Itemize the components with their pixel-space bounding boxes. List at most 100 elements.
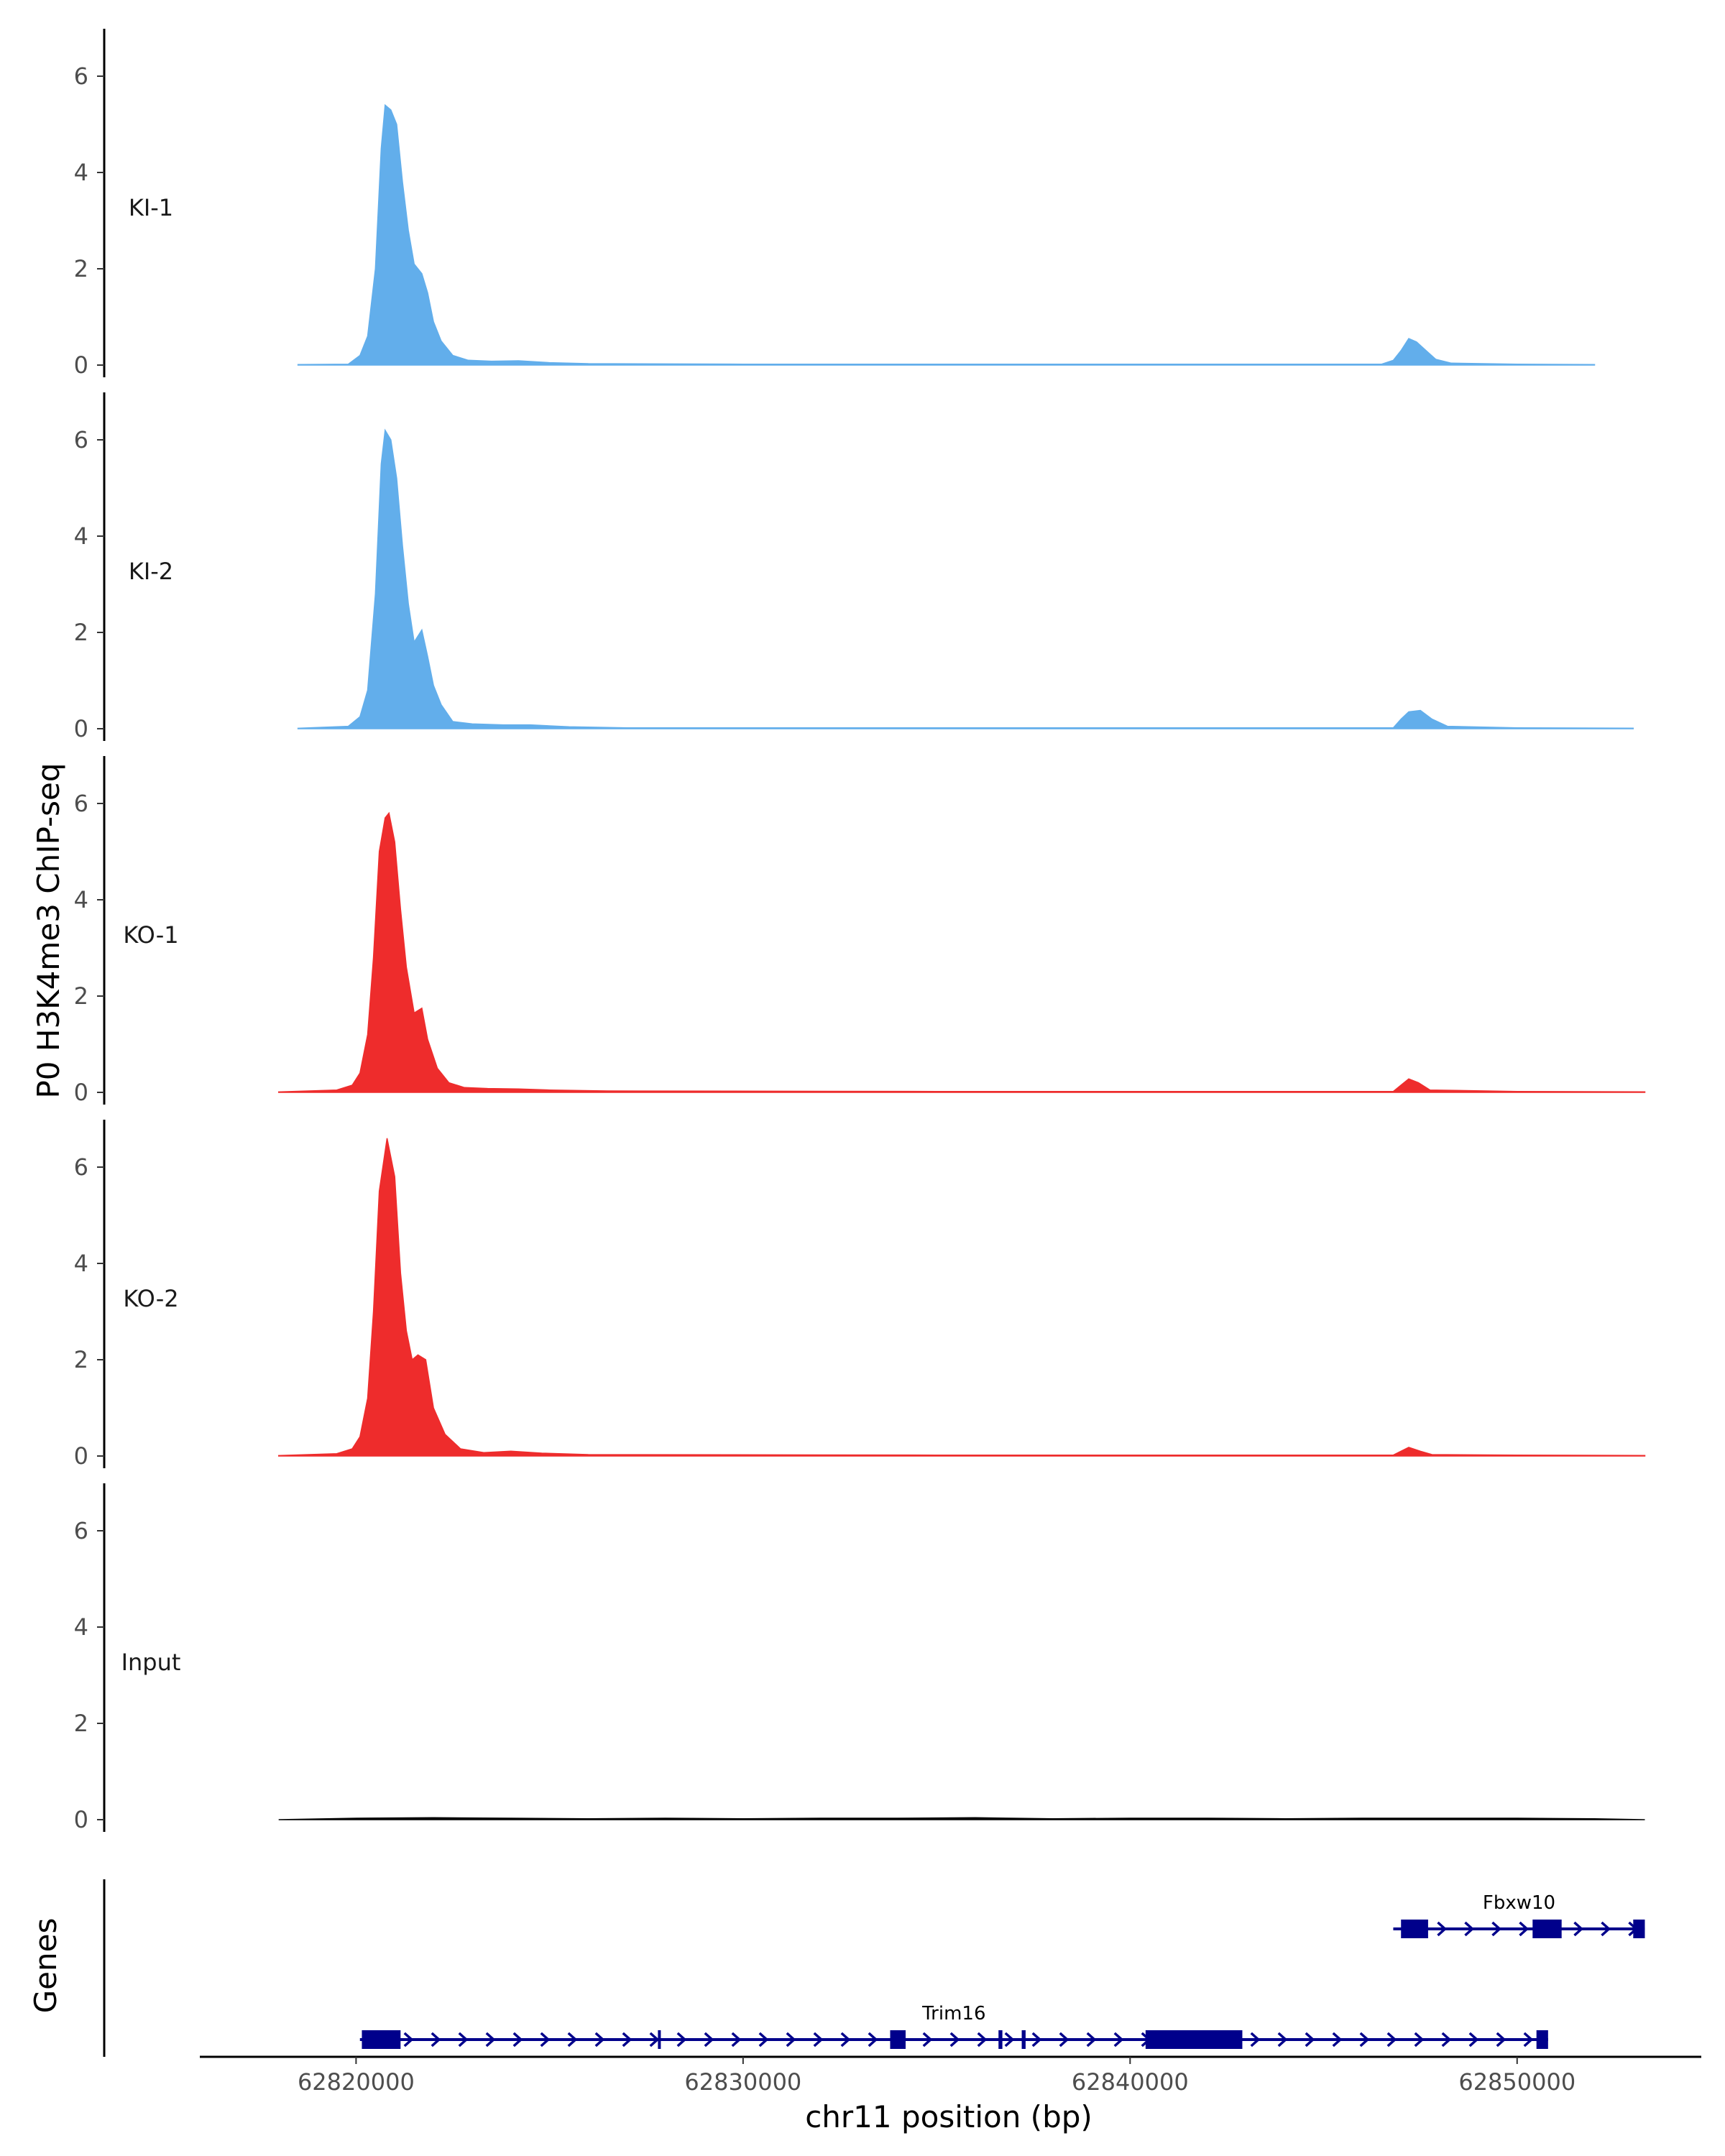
- track-ki-1: 0 2 4 6 KI-1: [74, 29, 1596, 379]
- strand-arrow: [1332, 2032, 1343, 2047]
- strand-arrow: [1601, 1921, 1611, 1937]
- strand-arrow: [758, 2032, 769, 2047]
- exon: [1401, 1920, 1428, 1938]
- strand-arrow: [1250, 2032, 1261, 2047]
- strand-arrow: [1031, 2032, 1042, 2047]
- strand-arrow: [1414, 2032, 1425, 2047]
- exon: [1021, 2030, 1026, 2049]
- exon: [890, 2030, 906, 2049]
- y-tick-label: 4: [74, 522, 88, 550]
- x-tick-label: 62850000: [1458, 2068, 1576, 2096]
- strand-arrow: [1004, 2032, 1015, 2047]
- track-label: Input: [121, 1649, 181, 1676]
- signal-area: [297, 428, 1634, 729]
- strand-arrow: [403, 2032, 414, 2047]
- strand-arrow: [1441, 2032, 1452, 2047]
- strand-arrow: [567, 2032, 578, 2047]
- y-tick-label: 4: [74, 1250, 88, 1277]
- y-tick-label: 0: [74, 715, 88, 742]
- y-tick-label: 4: [74, 886, 88, 913]
- y-tick-label: 6: [74, 426, 88, 453]
- genes-axis-title: Genes: [28, 1918, 63, 2014]
- strand-arrow: [512, 2032, 523, 2047]
- gene-trim16: Trim16: [359, 2003, 1548, 2049]
- track-label: KI-2: [129, 558, 173, 585]
- signal-tracks: 0 2 4 6 KI-1 0 2 4 6 KI-2 0 2 4 6 KO-1 0 2 4 6 KO-2 0 2 4 6 Inpu…: [74, 29, 1646, 1833]
- exon: [658, 2030, 661, 2049]
- y-tick-label: 0: [74, 1806, 88, 1833]
- strand-arrow: [1523, 2032, 1534, 2047]
- exon: [1633, 1920, 1645, 1938]
- y-tick-label: 2: [74, 1710, 88, 1737]
- y-tick-label: 2: [74, 1346, 88, 1373]
- strand-arrow: [1359, 2032, 1370, 2047]
- gene-models: Trim16 Fbxw10: [103, 1879, 1645, 2057]
- exon: [998, 2030, 1003, 2049]
- signal-area: [297, 103, 1596, 366]
- strand-arrow: [704, 2032, 714, 2047]
- strand-arrow: [622, 2032, 632, 2047]
- y-tick-label: 2: [74, 619, 88, 646]
- strand-arrow: [813, 2032, 824, 2047]
- x-tick-label: 62840000: [1072, 2068, 1189, 2096]
- strand-arrow: [1437, 1921, 1448, 1937]
- strand-arrow: [431, 2032, 441, 2047]
- y-tick-label: 4: [74, 159, 88, 186]
- x-tick-label: 62830000: [684, 2068, 801, 2096]
- strand-arrow: [1519, 1921, 1530, 1937]
- strand-arrow: [594, 2032, 605, 2047]
- y-tick-label: 2: [74, 982, 88, 1010]
- strand-arrow: [1305, 2032, 1315, 2047]
- strand-arrow: [786, 2032, 796, 2047]
- strand-arrow: [1386, 2032, 1397, 2047]
- track-label: KO-1: [123, 921, 178, 949]
- track-ko-2: 0 2 4 6 KO-2: [74, 1120, 1646, 1470]
- strand-arrow: [1491, 1921, 1502, 1937]
- strand-arrow: [1059, 2032, 1070, 2047]
- strand-arrow: [1496, 2032, 1506, 2047]
- exon: [1532, 1920, 1562, 1938]
- exon: [362, 2030, 401, 2049]
- strand-arrow: [540, 2032, 551, 2047]
- strand-arrow: [949, 2032, 960, 2047]
- exon: [1145, 2030, 1243, 2049]
- x-tick-label: 62820000: [298, 2068, 415, 2096]
- strand-arrow: [676, 2032, 687, 2047]
- signal-area: [278, 1817, 1645, 1820]
- strand-arrow: [840, 2032, 851, 2047]
- x-axis-title: chr11 position (bp): [805, 2099, 1092, 2134]
- y-tick-label: 0: [74, 351, 88, 379]
- y-axis-title: P0 H3K4me3 ChIP-seq: [31, 763, 66, 1098]
- y-tick-label: 6: [74, 790, 88, 817]
- x-axis: 62820000 62830000 62840000 62850000: [200, 2055, 1701, 2096]
- strand-arrow: [868, 2032, 878, 2047]
- strand-arrow: [649, 2032, 660, 2047]
- track-ko-1: 0 2 4 6 KO-1: [74, 756, 1646, 1106]
- signal-area: [277, 811, 1646, 1093]
- y-tick-label: 6: [74, 1517, 88, 1544]
- gene-name-label: Trim16: [921, 2003, 985, 2024]
- exon: [1536, 2030, 1548, 2049]
- y-tick-label: 2: [74, 255, 88, 282]
- y-tick-label: 0: [74, 1442, 88, 1470]
- track-label: KI-1: [129, 194, 173, 221]
- track-label: KO-2: [123, 1285, 178, 1312]
- track-input: 0 2 4 6 Input: [74, 1483, 1645, 1833]
- strand-arrow: [1086, 2032, 1097, 2047]
- y-tick-label: 6: [74, 1153, 88, 1181]
- gene-name-label: Fbxw10: [1483, 1892, 1555, 1914]
- signal-area: [277, 1138, 1646, 1457]
- y-tick-label: 4: [74, 1613, 88, 1641]
- strand-arrow: [1277, 2032, 1288, 2047]
- track-ki-2: 0 2 4 6 KI-2: [74, 392, 1634, 742]
- strand-arrow: [922, 2032, 933, 2047]
- strand-arrow: [1113, 2032, 1124, 2047]
- y-tick-label: 6: [74, 63, 88, 90]
- strand-arrow: [731, 2032, 742, 2047]
- strand-arrow: [458, 2032, 469, 2047]
- strand-arrow: [1468, 2032, 1479, 2047]
- strand-arrow: [485, 2032, 496, 2047]
- strand-arrow: [1464, 1921, 1475, 1937]
- gene-fbxw10: Fbxw10: [1393, 1892, 1645, 1938]
